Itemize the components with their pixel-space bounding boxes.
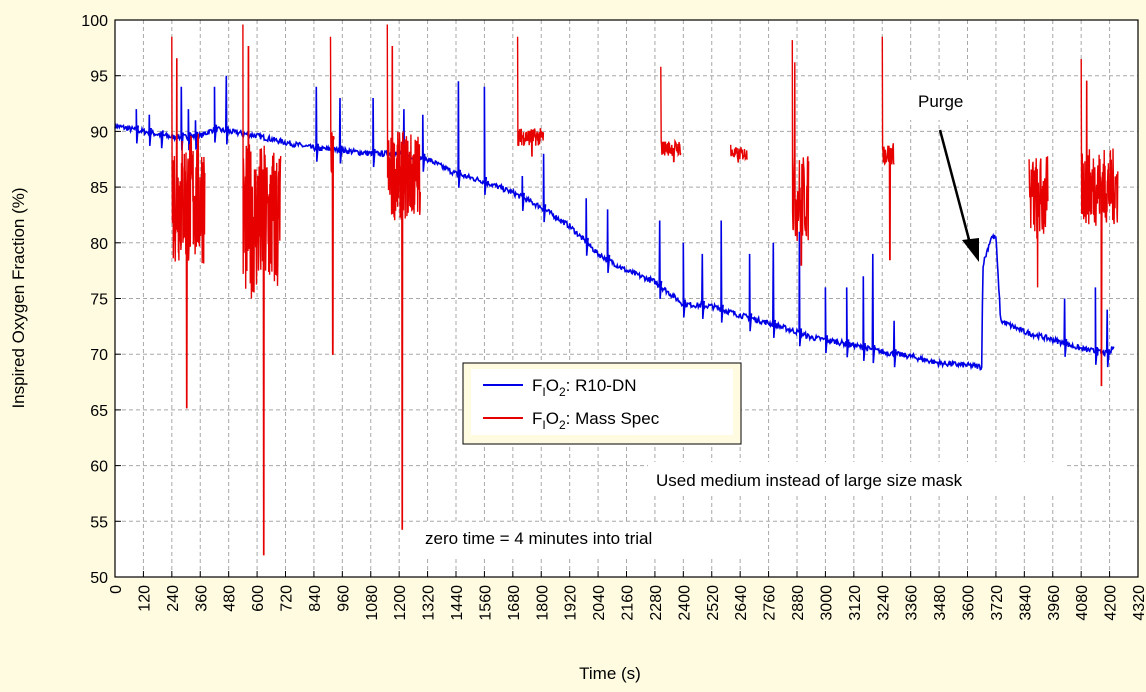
purge-label-box <box>903 80 993 120</box>
series-line-mass-spec <box>1028 156 1049 288</box>
x-tick-label: 1440 <box>449 585 466 621</box>
x-tick-label: 1920 <box>563 585 580 621</box>
x-tick-labels: 0 120 240 360 480 600 720 840 960 1080 1200 1320 144… <box>108 585 1146 621</box>
axis-ticks <box>114 19 1139 578</box>
x-tick-label: 3960 <box>1046 585 1063 621</box>
y-tick-label: 80 <box>90 236 108 253</box>
series-line-mass-spec <box>386 24 421 530</box>
x-tick-label: 480 <box>222 585 239 612</box>
x-tick-label: 4200 <box>1103 585 1120 621</box>
x-tick-label: 3600 <box>961 585 978 621</box>
x-tick-label: 1200 <box>392 585 409 621</box>
x-tick-label: 4320 <box>1131 585 1146 621</box>
y-tick-label: 100 <box>81 13 108 30</box>
y-tick-label: 75 <box>90 292 108 309</box>
x-tick-label: 2760 <box>762 585 779 621</box>
x-tick-label: 1080 <box>364 585 381 621</box>
purge-annotation: Purge <box>918 92 963 111</box>
y-tick-label: 50 <box>90 570 108 587</box>
series-line-mass-spec <box>516 36 545 157</box>
series-line-mass-spec <box>881 36 895 261</box>
y-axis-title: Inspired Oxygen Fraction (%) <box>9 187 28 408</box>
legend-label-mass-spec: FIO2: Mass Spec <box>532 409 660 432</box>
x-tick-label: 3000 <box>818 585 835 621</box>
series-line-mass-spec <box>791 40 810 266</box>
zero-time-box <box>418 522 743 556</box>
series-line-mass-spec <box>1080 58 1119 387</box>
series-line-mass-spec <box>171 36 206 409</box>
x-axis-title: Time (s) <box>579 664 641 683</box>
legend: FIO2: R10-DN FIO2: Mass Spec <box>462 362 742 445</box>
series-line-mass-spec <box>660 66 682 163</box>
x-tick-label: 2160 <box>620 585 637 621</box>
mask-note-box <box>648 462 1066 496</box>
x-tick-label: 720 <box>279 585 296 612</box>
x-tick-label: 1560 <box>477 585 494 621</box>
x-tick-label: 3120 <box>847 585 864 621</box>
legend-label-r10dn: FIO2: R10-DN <box>532 376 637 399</box>
purge-arrow <box>938 129 979 262</box>
legend-box-inner <box>471 369 733 435</box>
series-line-mass-spec <box>242 24 282 556</box>
y-tick-label: 55 <box>90 514 108 531</box>
x-tick-label: 2280 <box>648 585 665 621</box>
x-tick-label: 2880 <box>790 585 807 621</box>
series-line-r10-dn <box>114 75 1115 371</box>
x-tick-label: 120 <box>136 585 153 612</box>
x-tick-label: 3840 <box>1017 585 1034 621</box>
y-tick-labels: 50 55 60 65 70 75 80 85 90 95 100 <box>81 13 108 587</box>
y-tick-label: 60 <box>90 459 108 476</box>
x-tick-label: 1800 <box>534 585 551 621</box>
x-tick-label: 2400 <box>676 585 693 621</box>
zero-time-annotation: zero time = 4 minutes into trial <box>425 529 652 548</box>
series-line-mass-spec <box>329 36 335 355</box>
y-tick-label: 95 <box>90 69 108 86</box>
x-tick-label: 1320 <box>421 585 438 621</box>
x-tick-label: 0 <box>108 585 125 594</box>
x-tick-label: 4080 <box>1074 585 1091 621</box>
x-tick-label: 3720 <box>989 585 1006 621</box>
mask-note-annotation: Used medium instead of large size mask <box>656 471 963 490</box>
x-tick-label: 2040 <box>591 585 608 621</box>
x-tick-label: 2520 <box>705 585 722 621</box>
x-tick-label: 1680 <box>506 585 523 621</box>
series-layer <box>114 24 1119 556</box>
x-tick-label: 240 <box>165 585 182 612</box>
series-line-mass-spec <box>730 144 748 163</box>
y-tick-label: 65 <box>90 403 108 420</box>
x-tick-label: 600 <box>250 585 267 612</box>
y-tick-label: 70 <box>90 347 108 364</box>
x-tick-label: 3360 <box>904 585 921 621</box>
y-tick-label: 85 <box>90 180 108 197</box>
x-tick-label: 840 <box>307 585 324 612</box>
x-tick-label: 360 <box>193 585 210 612</box>
x-tick-label: 2640 <box>733 585 750 621</box>
x-tick-label: 960 <box>335 585 352 612</box>
y-tick-label: 90 <box>90 124 108 141</box>
x-tick-label: 3240 <box>875 585 892 621</box>
x-tick-label: 3480 <box>932 585 949 621</box>
